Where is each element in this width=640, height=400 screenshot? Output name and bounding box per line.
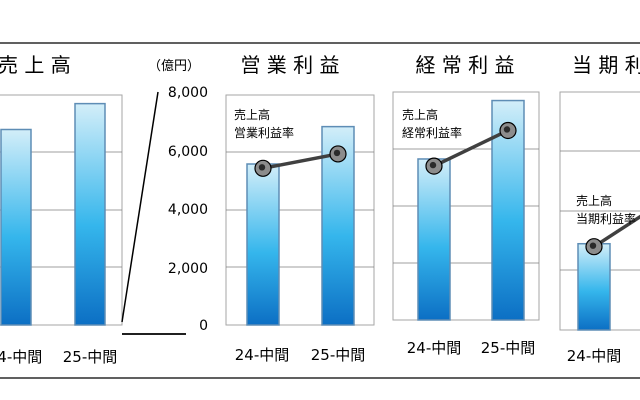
rate-point-center — [429, 161, 437, 169]
axis-unit-label: （億円） — [148, 58, 200, 74]
rate-point-center — [589, 242, 597, 249]
category-label: 24-中間 — [235, 346, 290, 364]
y-tick-label: 8,000 — [168, 85, 208, 101]
category-label: 24-中間 — [0, 348, 42, 366]
rate-line — [262, 152, 339, 171]
category-label: 24-中間 — [567, 347, 622, 365]
rate-legend-line2: 当期利益率 — [576, 211, 636, 226]
bar-net-profit — [577, 242, 611, 331]
bar-ordinary-profit — [417, 158, 451, 321]
y-tick-label: 6,000 — [168, 144, 208, 160]
bar-sales — [0, 128, 32, 326]
chart-title-net-profit: 当 期 利 — [572, 53, 640, 77]
category-label: 24-中間 — [407, 339, 462, 357]
rate-point-center — [258, 164, 266, 171]
chart-title-operating-profit: 営 業 利 益 — [240, 53, 339, 77]
rate-legend-line1: 売上高 — [576, 193, 612, 208]
chart-title-sales: 売 上 高 — [0, 53, 71, 77]
rate-legend-line1: 売上高 — [402, 107, 438, 122]
category-label: 25-中間 — [311, 346, 366, 364]
y-tick-label: 0 — [199, 318, 208, 334]
category-label: 25-中間 — [63, 348, 118, 366]
chart-marks — [0, 42, 640, 379]
y-tick-label: 2,000 — [168, 261, 208, 277]
bar-operating-profit — [246, 163, 280, 326]
rate-legend-line1: 売上高 — [234, 107, 270, 122]
bar-sales — [74, 102, 106, 326]
y-tick-label: 4,000 — [168, 202, 208, 218]
chart-title-ordinary-profit: 経 常 利 益 — [415, 53, 514, 77]
category-label: 25-中間 — [481, 339, 536, 357]
rate-point-center — [503, 126, 511, 133]
rate-line — [433, 128, 509, 168]
rate-point-center — [333, 149, 341, 157]
axis-break-connector — [121, 91, 159, 323]
rate-legend-line2: 経常利益率 — [402, 125, 462, 140]
rate-legend-line2: 営業利益率 — [234, 125, 294, 140]
